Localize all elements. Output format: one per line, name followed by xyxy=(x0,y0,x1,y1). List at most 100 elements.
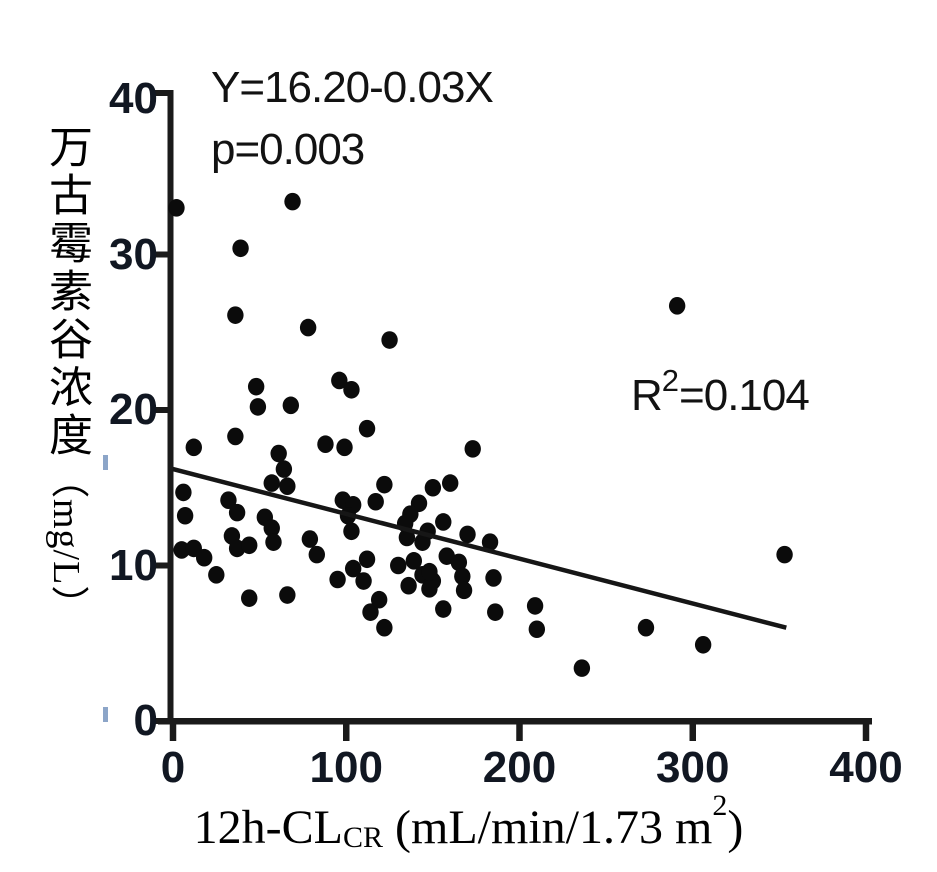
scatter-point xyxy=(282,396,300,415)
jpeg-artifact-dash xyxy=(103,455,108,470)
scatter-point xyxy=(481,533,499,551)
x-tick-300 xyxy=(689,724,696,741)
y-tick-label-30: 30 xyxy=(109,229,158,279)
scatter-point xyxy=(424,478,442,497)
scatter-point xyxy=(776,545,793,564)
scatter-point xyxy=(241,536,258,555)
scatter-point xyxy=(390,556,407,575)
scatter-point xyxy=(362,603,379,621)
scatter-point xyxy=(355,572,372,590)
scatter-point xyxy=(176,506,194,525)
regression-equation-text: Y=16.20-0.03X xyxy=(211,63,494,112)
x-axis-title-superscript: 2 xyxy=(712,789,728,822)
scatter-point xyxy=(227,306,244,324)
scatter-point xyxy=(381,331,398,349)
y-tick-0 xyxy=(155,718,168,724)
p-value-text: p=0.003 xyxy=(211,125,365,174)
scatter-point xyxy=(168,199,185,217)
scatter-point xyxy=(279,586,296,604)
scatter-point xyxy=(454,567,471,586)
scatter-point xyxy=(414,533,431,551)
scatter-point xyxy=(694,636,712,654)
scatter-point xyxy=(344,559,362,578)
scatter-point xyxy=(464,440,481,458)
scatter-point xyxy=(299,318,317,337)
y-tick-20 xyxy=(155,407,168,413)
x-tick-label-100: 100 xyxy=(309,743,383,792)
scatter-point xyxy=(284,192,301,211)
x-axis-title-prefix: 12h-CL xyxy=(193,801,343,854)
scatter-point xyxy=(367,492,384,511)
scatter-point xyxy=(220,491,237,509)
scatter-point xyxy=(331,371,348,390)
scatter-point xyxy=(405,552,423,570)
scatter-point xyxy=(668,297,686,315)
scatter-point xyxy=(195,548,213,567)
scatter-point xyxy=(336,438,353,457)
y-tick-label-20: 20 xyxy=(109,385,158,434)
y-tick-label-10: 10 xyxy=(109,540,158,590)
scatter-point xyxy=(270,444,287,463)
x-axis-title-mid: (mL/min/1.73 m xyxy=(383,801,713,854)
y-tick-10 xyxy=(155,562,168,569)
r-squared-text: R2=0.104 xyxy=(631,363,810,420)
scatter-point xyxy=(208,566,225,584)
x-tick-400 xyxy=(862,724,870,741)
scatter-point xyxy=(301,530,319,548)
x-axis-line xyxy=(158,718,872,725)
scatter-point xyxy=(275,460,293,478)
scatter-point xyxy=(308,545,325,564)
scatter-point xyxy=(317,435,334,454)
scatter-point xyxy=(185,438,202,457)
x-axis-title-subscript: CR xyxy=(342,821,384,854)
scatter-point xyxy=(232,239,249,258)
scatter-point xyxy=(265,533,282,551)
y-axis-title-unit: （mg/L） xyxy=(45,460,87,625)
x-tick-label-300: 300 xyxy=(656,743,730,792)
scatter-point xyxy=(228,503,246,522)
scatter-point xyxy=(263,474,280,492)
x-tick-label-0: 0 xyxy=(160,743,186,792)
x-axis-title-suffix: ) xyxy=(727,801,744,854)
scatter-point xyxy=(241,589,258,607)
x-tick-100 xyxy=(343,724,350,741)
scatter-point xyxy=(421,580,438,598)
scatter-point xyxy=(263,519,280,537)
scatter-point xyxy=(400,576,417,595)
r-squared-value: =0.104 xyxy=(679,371,810,420)
scatter-point xyxy=(637,618,655,637)
r-squared-exponent: 2 xyxy=(661,363,680,398)
scatter-point xyxy=(573,659,591,677)
y-tick-30 xyxy=(155,251,168,258)
scatter-point xyxy=(249,398,267,416)
scatter-point xyxy=(173,541,190,559)
scatter-point xyxy=(435,513,452,531)
scatter-point xyxy=(358,419,376,438)
scatter-point xyxy=(358,550,376,569)
scatter-point xyxy=(528,620,546,639)
x-axis-title: 12h-CLCR (mL/min/1.73 m2) xyxy=(0,789,937,855)
scatter-point xyxy=(526,597,544,615)
scatter-point xyxy=(329,570,346,589)
scatter-point xyxy=(450,553,468,572)
scatter-point xyxy=(485,569,502,587)
y-tick-label-40: 40 xyxy=(109,74,158,123)
y-axis-title: 万古霉素谷浓度（mg/L） xyxy=(34,124,98,624)
y-tick-label-0: 0 xyxy=(133,696,158,745)
scatter-point xyxy=(376,618,393,637)
x-tick-label-400: 400 xyxy=(829,743,903,792)
scatter-point xyxy=(343,380,360,399)
scatter-point xyxy=(227,427,244,446)
scatter-point xyxy=(421,562,438,581)
scatter-point xyxy=(247,377,265,396)
scatter-point xyxy=(442,474,459,492)
y-axis-top-cap xyxy=(155,90,174,96)
scatter-point xyxy=(459,525,476,544)
scatter-point xyxy=(435,600,452,618)
x-tick-200 xyxy=(516,724,523,741)
scatter-point xyxy=(343,522,360,541)
r-squared-base: R xyxy=(631,371,663,420)
regression-line xyxy=(172,466,787,630)
